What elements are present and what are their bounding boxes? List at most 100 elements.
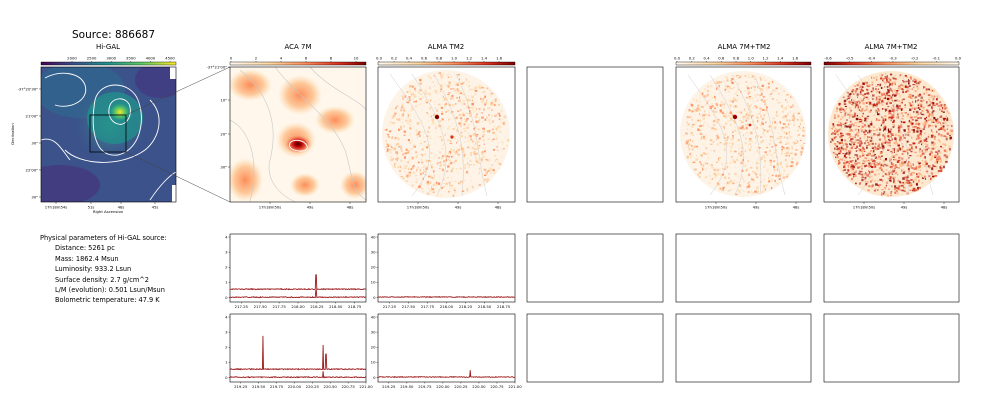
speckle-pixel — [865, 125, 867, 128]
colorbar-tick-label: 2500 — [87, 56, 97, 61]
speckle-pixel — [890, 158, 892, 161]
speckle-pixel — [897, 188, 899, 190]
speckle-pixel — [862, 154, 865, 157]
speckle-pixel — [410, 147, 413, 150]
speckle-pixel — [778, 135, 781, 138]
speckle-pixel — [771, 119, 774, 122]
speckle-pixel — [428, 183, 430, 185]
speckle-pixel — [929, 118, 932, 121]
speckle-pixel — [430, 164, 433, 166]
speckle-pixel — [908, 85, 911, 87]
speckle-pixel — [443, 160, 446, 163]
speckle-pixel — [853, 156, 855, 158]
colorbar-tick-label: 0.8 — [733, 56, 740, 61]
speckle-pixel — [859, 166, 861, 168]
speckle-pixel — [844, 112, 847, 114]
speckle-pixel — [848, 152, 851, 155]
speckle-pixel — [727, 145, 729, 148]
speckle-pixel — [787, 147, 790, 150]
speckle-pixel — [896, 116, 898, 119]
speckle-pixel — [466, 188, 469, 191]
speckle-pixel — [911, 88, 913, 90]
speckle-pixel — [927, 88, 930, 90]
speckle-pixel — [762, 101, 766, 103]
speckle-pixel — [866, 92, 870, 95]
speckle-pixel — [726, 139, 728, 141]
speckle-pixel — [746, 116, 748, 118]
speckle-pixel — [896, 113, 899, 116]
param-bolometric-temperature: Bolometric temperature: 47.9 K — [55, 296, 160, 305]
speckle-pixel — [431, 166, 434, 170]
speckle-pixel — [911, 174, 913, 176]
speckle-pixel — [836, 141, 839, 143]
speckle-pixel — [874, 165, 877, 168]
speckle-pixel — [407, 117, 410, 119]
speckle-pixel — [473, 153, 476, 156]
speckle-pixel — [851, 99, 853, 101]
speckle-pixel — [892, 170, 895, 173]
speckle-pixel — [850, 165, 854, 168]
speckle-pixel — [832, 151, 835, 154]
speckle-pixel — [445, 102, 447, 105]
colorbar-tick-label: 1.6 — [792, 56, 799, 61]
speckle-pixel — [755, 106, 758, 109]
speckle-pixel — [447, 139, 450, 142]
speckle-pixel — [885, 102, 888, 105]
speckle-pixel — [475, 156, 477, 159]
speckle-pixel — [916, 85, 919, 88]
speckle-pixel — [861, 148, 864, 151]
speckle-pixel — [427, 130, 430, 133]
speckle-pixel — [452, 194, 455, 197]
speckle-pixel — [714, 110, 718, 113]
speckle-pixel — [898, 139, 901, 142]
speckle-pixel — [763, 114, 765, 117]
speckle-pixel — [883, 102, 885, 104]
speckle-pixel — [405, 174, 408, 178]
speckle-pixel — [892, 177, 895, 179]
speckle-pixel — [425, 159, 429, 162]
speckle-pixel — [386, 150, 389, 153]
speckle-pixel — [860, 109, 863, 112]
speckle-pixel — [862, 90, 864, 92]
colorbar-tick-label: 1.4 — [481, 56, 488, 61]
speckle-pixel — [928, 175, 931, 177]
speckle-pixel — [704, 176, 707, 179]
speckle-pixel — [718, 159, 720, 162]
speckle-pixel — [896, 109, 899, 111]
speckle-pixel — [889, 94, 892, 98]
speckle-pixel — [910, 94, 912, 97]
speckle-pixel — [744, 127, 746, 130]
speckle-pixel — [415, 129, 418, 131]
speckle-pixel — [870, 150, 872, 152]
speckle-pixel — [866, 144, 868, 147]
speckle-pixel — [397, 138, 400, 141]
speckle-pixel — [941, 119, 943, 121]
speckle-pixel — [455, 147, 458, 149]
speckle-pixel — [744, 124, 746, 127]
speckle-pixel — [726, 142, 728, 145]
speckle-pixel — [765, 121, 767, 123]
speckle-pixel — [860, 119, 863, 122]
speckle-pixel — [405, 148, 408, 151]
speckle-pixel — [876, 96, 878, 100]
speckle-pixel — [891, 175, 893, 178]
x-tick-label: 219.75 — [418, 384, 432, 389]
speckle-pixel — [430, 152, 433, 155]
speckle-pixel — [725, 138, 729, 140]
speckle-pixel — [779, 140, 782, 143]
speckle-pixel — [750, 167, 753, 169]
speckle-pixel — [708, 112, 711, 115]
speckle-pixel — [768, 180, 771, 183]
speckle-pixel — [448, 152, 451, 155]
speckle-pixel — [869, 171, 871, 174]
speckle-pixel — [783, 149, 786, 151]
speckle-pixel — [838, 102, 841, 105]
speckle-pixel — [850, 109, 852, 112]
speckle-pixel — [932, 89, 935, 92]
speckle-pixel — [871, 141, 873, 144]
speckle-pixel — [888, 144, 891, 147]
speckle-pixel — [693, 99, 695, 101]
speckle-pixel — [875, 156, 877, 159]
speckle-pixel — [745, 126, 748, 130]
speckle-pixel — [482, 151, 484, 154]
